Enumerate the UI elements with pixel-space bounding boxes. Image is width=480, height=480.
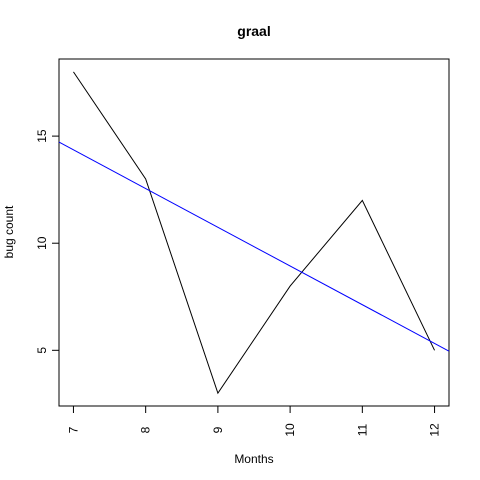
y-tick-label: 15 bbox=[35, 129, 49, 143]
chart-title: graal bbox=[237, 23, 270, 39]
plot-frame bbox=[58, 58, 450, 407]
y-tick-label: 5 bbox=[35, 347, 49, 354]
x-tick-label: 9 bbox=[211, 426, 225, 433]
x-tick-label: 10 bbox=[283, 423, 297, 437]
y-tick-label: 10 bbox=[35, 236, 49, 250]
x-tick-label: 8 bbox=[139, 426, 153, 433]
x-tick-label: 12 bbox=[428, 423, 442, 437]
y-axis: 5 10 15 bbox=[35, 129, 59, 354]
x-tick-label: 7 bbox=[66, 426, 80, 433]
x-axis-label: Months bbox=[234, 452, 273, 466]
x-axis: 7 8 9 10 11 12 bbox=[66, 406, 442, 437]
data-series-line bbox=[73, 71, 436, 395]
x-tick-label: 11 bbox=[355, 423, 369, 436]
y-axis-label: bug count bbox=[2, 205, 16, 258]
trend-line bbox=[58, 141, 450, 352]
plot-lines bbox=[58, 71, 450, 395]
